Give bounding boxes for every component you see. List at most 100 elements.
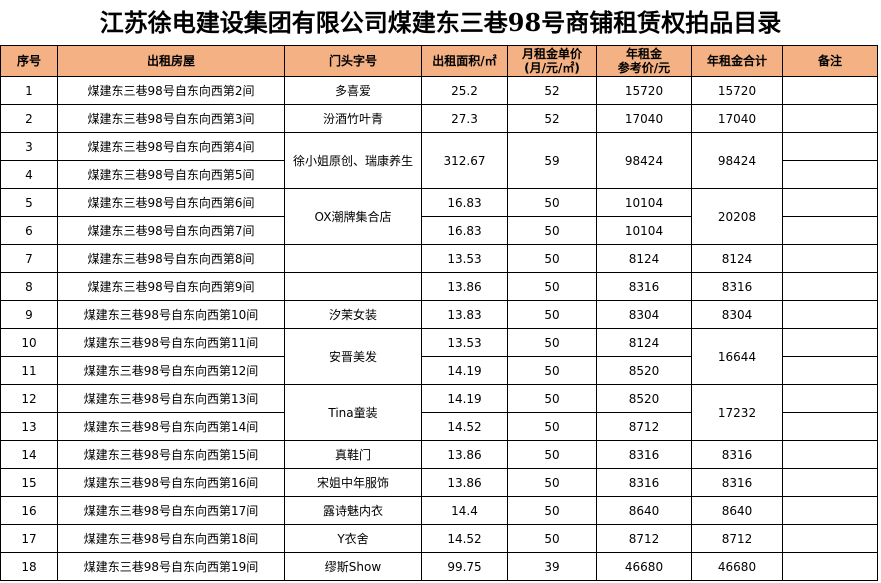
table-row: 17 煤建东三巷98号自东向西第18间 Y衣舍 14.52 50 8712 8712	[0, 524, 878, 553]
row-number: 11	[0, 356, 58, 385]
header-cell: 年租金合计	[691, 45, 783, 77]
property: 煤建东三巷98号自东向西第8间	[57, 244, 285, 273]
annual-rent: 8712	[596, 412, 692, 441]
row-number: 4	[0, 160, 58, 189]
remark	[782, 356, 878, 385]
area: 13.86	[421, 440, 508, 469]
table-row: 14 煤建东三巷98号自东向西第15间 真鞋门 13.86 50 8316 8316	[0, 440, 878, 469]
annual-rent: 17040	[596, 104, 692, 133]
annual-total: 8316	[691, 440, 783, 469]
row-number: 1	[0, 76, 58, 105]
property: 煤建东三巷98号自东向西第18间	[57, 524, 285, 553]
shop-name: 徐小姐原创、瑞康养生	[284, 132, 422, 189]
remark	[782, 244, 878, 273]
annual-total: 8316	[691, 272, 783, 301]
shop-name: 真鞋门	[284, 440, 422, 469]
monthly-price: 50	[507, 384, 597, 413]
row-number: 8	[0, 272, 58, 301]
area: 14.19	[421, 384, 508, 413]
lease-table: 序号 出租房屋 门头字号 出租面积/㎡ 月租金单价 (月/元/㎡) 年租金 参考价/元 年租金合…	[0, 45, 878, 581]
remark	[782, 496, 878, 525]
remark	[782, 552, 878, 581]
header-line: (月/元/㎡)	[524, 61, 580, 75]
area: 13.83	[421, 300, 508, 329]
remark	[782, 440, 878, 469]
property: 煤建东三巷98号自东向西第2间	[57, 76, 285, 105]
shop-name: 缪斯Show	[284, 552, 422, 581]
monthly-price: 50	[507, 468, 597, 497]
area: 16.83	[421, 188, 508, 217]
area: 14.52	[421, 524, 508, 553]
property: 煤建东三巷98号自东向西第10间	[57, 300, 285, 329]
annual-total: 8124	[691, 244, 783, 273]
remark	[782, 76, 878, 105]
table-row: 12 煤建东三巷98号自东向西第13间 Tina童装 14.19 50 8520 17232	[0, 384, 878, 441]
area: 27.3	[421, 104, 508, 133]
shop-name: Y衣舍	[284, 524, 422, 553]
monthly-price: 50	[507, 412, 597, 441]
table-row: 10 煤建东三巷98号自东向西第11间 安晋美发 13.53 50 8124 16644	[0, 328, 878, 385]
header-cell: 出租房屋	[57, 45, 285, 77]
row-number: 3	[0, 132, 58, 161]
area: 13.53	[421, 244, 508, 273]
table-row: 1 煤建东三巷98号自东向西第2间 多喜爱 25.2 52 15720 15720	[0, 76, 878, 105]
annual-total: 8640	[691, 496, 783, 525]
remark	[782, 132, 878, 161]
shop-name: 露诗魅内衣	[284, 496, 422, 525]
table-row: 13 煤建东三巷98号自东向西第14间 14.52 50 8712	[0, 412, 878, 441]
remark	[782, 104, 878, 133]
remark	[782, 468, 878, 497]
annual-rent: 8304	[596, 300, 692, 329]
table-row: 18 煤建东三巷98号自东向西第19间 缪斯Show 99.75 39 46680 4668…	[0, 552, 878, 581]
annual-rent: 8316	[596, 468, 692, 497]
header-line: 参考价/元	[617, 61, 671, 75]
row-number: 2	[0, 104, 58, 133]
annual-total: 17232	[691, 384, 783, 441]
table-row: 15 煤建东三巷98号自东向西第16间 宋姐中年服饰 13.86 50 8316 8316	[0, 468, 878, 497]
header-row: 序号 出租房屋 门头字号 出租面积/㎡ 月租金单价 (月/元/㎡) 年租金 参考价/元 年租金合…	[0, 45, 878, 77]
table-row: 6 煤建东三巷98号自东向西第7间 16.83 50 10104	[0, 216, 878, 245]
row-number: 12	[0, 384, 58, 413]
shop-name: Tina童装	[284, 384, 422, 441]
monthly-price: 52	[507, 76, 597, 105]
table-row: 8 煤建东三巷98号自东向西第9间 13.86 50 8316 8316	[0, 272, 878, 301]
annual-rent: 8316	[596, 440, 692, 469]
shop-name: 安晋美发	[284, 328, 422, 385]
row-number: 6	[0, 216, 58, 245]
annual-rent: 8124	[596, 328, 692, 357]
area: 14.4	[421, 496, 508, 525]
table-row: 11 煤建东三巷98号自东向西第12间 14.19 50 8520	[0, 356, 878, 385]
annual-rent: 8520	[596, 384, 692, 413]
monthly-price: 50	[507, 272, 597, 301]
annual-rent: 46680	[596, 552, 692, 581]
header-cell: 备注	[782, 45, 878, 77]
annual-total: 17040	[691, 104, 783, 133]
remark	[782, 216, 878, 245]
table-row: 4 煤建东三巷98号自东向西第5间	[0, 160, 878, 189]
area: 99.75	[421, 552, 508, 581]
shop-name: 宋姐中年服饰	[284, 468, 422, 497]
row-number: 7	[0, 244, 58, 273]
annual-rent: 8640	[596, 496, 692, 525]
monthly-price: 50	[507, 524, 597, 553]
table-row: 7 煤建东三巷98号自东向西第8间 13.53 50 8124 8124	[0, 244, 878, 273]
annual-total: 8304	[691, 300, 783, 329]
area: 312.67	[421, 132, 508, 189]
row-number: 16	[0, 496, 58, 525]
annual-total: 8712	[691, 524, 783, 553]
table-row: 2 煤建东三巷98号自东向西第3间 汾酒竹叶青 27.3 52 17040 17040	[0, 104, 878, 133]
remark	[782, 160, 878, 189]
row-number: 18	[0, 552, 58, 581]
shop-name	[284, 244, 422, 273]
area: 16.83	[421, 216, 508, 245]
annual-rent: 8124	[596, 244, 692, 273]
monthly-price: 52	[507, 104, 597, 133]
row-number: 17	[0, 524, 58, 553]
area: 25.2	[421, 76, 508, 105]
property: 煤建东三巷98号自东向西第14间	[57, 412, 285, 441]
table-row: 9 煤建东三巷98号自东向西第10间 汐茉女装 13.83 50 8304 8304	[0, 300, 878, 329]
property: 煤建东三巷98号自东向西第7间	[57, 216, 285, 245]
property: 煤建东三巷98号自东向西第9间	[57, 272, 285, 301]
property: 煤建东三巷98号自东向西第4间	[57, 132, 285, 161]
area: 13.53	[421, 328, 508, 357]
